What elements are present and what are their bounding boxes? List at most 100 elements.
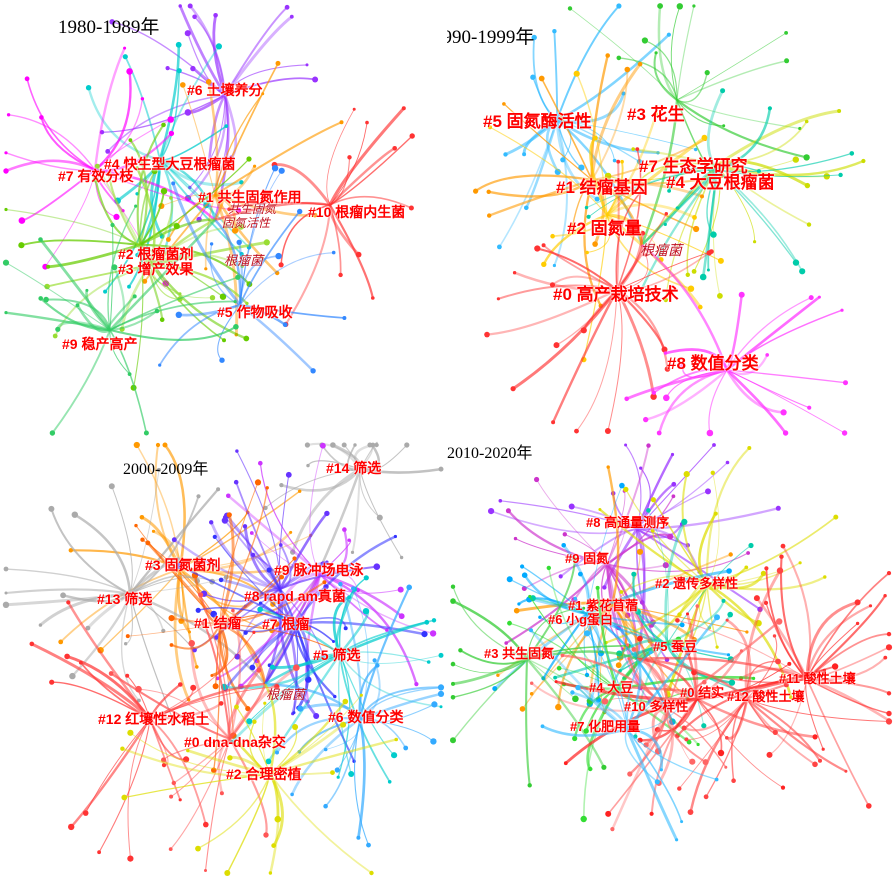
network-node [631,571,637,577]
cluster-label: #12 红壤性水稻土 [98,711,210,727]
network-node [366,842,371,848]
network-edge [716,152,852,173]
network-graph [450,443,893,842]
network-node [246,718,253,725]
network-edge [576,289,618,432]
network-edge [635,453,674,530]
network-node [531,34,537,41]
network-node [305,63,309,67]
network-edge [556,119,616,161]
network-node [297,208,303,215]
network-edge [359,468,403,558]
network-edge [531,682,668,712]
network-node [727,611,733,618]
network-node [196,494,201,499]
network-edge [676,99,800,130]
network-edge [505,563,608,644]
network-node [310,368,316,374]
network-node [175,41,182,48]
cluster-label: #8 数值分类 [667,354,759,373]
network-node [746,551,750,555]
network-node [123,46,127,50]
network-edge [666,620,780,710]
network-node [265,758,272,765]
network-edge [158,44,180,161]
cluster-label: #5 作物吸收 [217,304,293,320]
network-node [224,124,229,128]
network-node [602,585,607,590]
network-node [439,705,443,709]
network-node [347,155,352,160]
network-node [779,554,784,559]
network-edge [329,135,413,206]
network-edge [268,623,296,667]
network-node [663,394,670,402]
network-node [233,324,239,330]
network-edge [46,264,151,288]
network-edge [632,574,668,645]
network-node [212,683,219,690]
network-edge [31,642,152,721]
network-node [695,604,700,608]
network-edge [530,629,628,731]
network-node [687,809,694,815]
network-edge [94,71,132,171]
network-node [595,585,600,590]
network-edge [149,218,216,266]
network-node [140,97,145,101]
network-node [376,514,383,521]
cluster-label: #4 大豆 [589,680,634,695]
network-node [342,527,347,532]
network-node [636,548,644,555]
network-node [681,518,688,525]
network-edge [693,164,721,272]
network-edge [522,603,613,710]
network-edge [606,445,650,565]
network-node [546,565,551,571]
network-edge [47,243,141,269]
network-node [686,739,692,745]
network-node [624,396,629,402]
network-edge [109,300,236,331]
network-edge [248,653,341,722]
network-node [649,650,653,655]
network-node [263,239,270,246]
network-node [639,466,643,470]
network-node [38,237,43,242]
network-node [718,173,724,179]
network-node [38,623,43,627]
network-edge [806,633,890,680]
cluster-label: #0 高产栽培技术 [553,285,679,304]
center-term: 根瘤菌 [266,687,306,702]
network-node [82,810,89,816]
network-node [844,769,848,773]
network-edge [624,728,658,783]
network-node [238,223,245,230]
network-node [823,575,827,579]
network-edge [139,190,165,246]
network-node [256,667,262,673]
network-edge [452,658,528,674]
network-node [275,252,282,260]
network-node [352,107,356,111]
network-edge [556,118,659,155]
network-edge [668,167,718,192]
network-edge [459,649,528,665]
cluster-label: #14 筛选 [326,460,382,476]
network-node [75,303,80,308]
network-node [663,351,668,355]
network-node [387,780,392,784]
network-node [122,54,128,60]
network-edge [218,514,235,625]
network-node [572,695,579,703]
network-node [541,243,546,248]
network-node [94,163,100,169]
network-node [720,88,726,94]
network-edge [224,6,288,96]
network-node [738,291,745,298]
network-node [592,241,598,247]
network-edge [607,164,718,181]
network-edge [636,462,728,530]
network-node [616,3,622,9]
network-edge [806,677,890,722]
